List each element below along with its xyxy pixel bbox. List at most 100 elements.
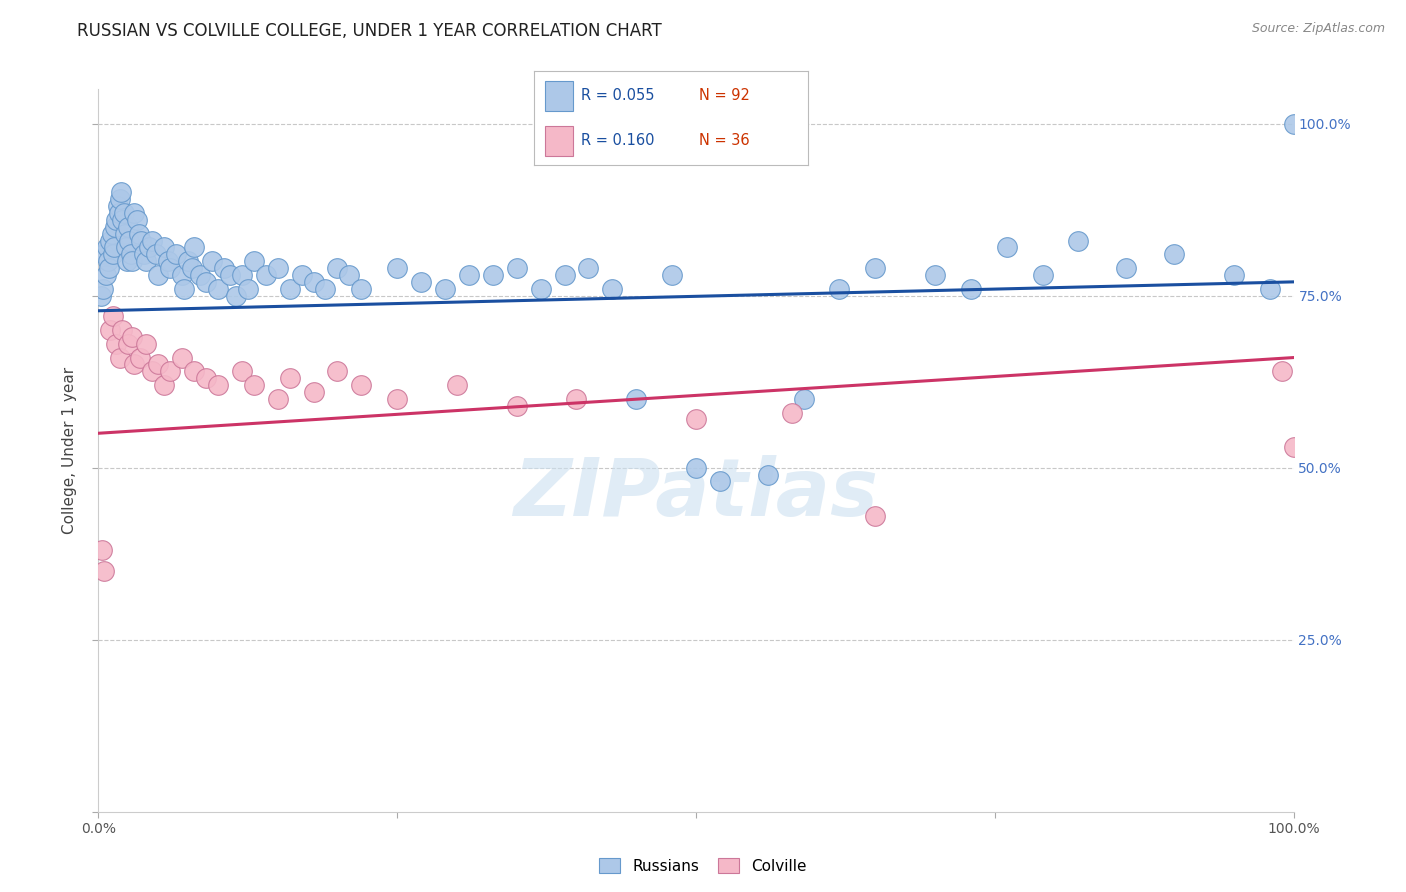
Point bbox=[131, 234, 153, 248]
Point bbox=[159, 261, 181, 276]
Point bbox=[350, 378, 373, 392]
Point bbox=[434, 282, 457, 296]
Point bbox=[626, 392, 648, 406]
Point bbox=[865, 508, 887, 523]
Point bbox=[1282, 440, 1305, 454]
Point bbox=[685, 412, 707, 426]
Point bbox=[1163, 247, 1185, 261]
Point bbox=[924, 268, 946, 282]
Point bbox=[578, 261, 600, 276]
Point bbox=[148, 268, 170, 282]
Text: N = 92: N = 92 bbox=[699, 88, 749, 103]
Point bbox=[602, 282, 624, 296]
Point bbox=[565, 392, 588, 406]
Point bbox=[1115, 261, 1137, 276]
Point bbox=[120, 247, 142, 261]
Point bbox=[111, 323, 134, 337]
Point bbox=[110, 186, 132, 200]
Point bbox=[315, 282, 337, 296]
Point bbox=[243, 378, 266, 392]
Point bbox=[165, 247, 187, 261]
Bar bbox=[546, 126, 572, 156]
Point bbox=[1282, 117, 1305, 131]
Point bbox=[865, 261, 887, 276]
Point bbox=[129, 351, 152, 365]
Point bbox=[709, 475, 731, 489]
Point bbox=[530, 282, 553, 296]
Point bbox=[135, 336, 157, 351]
Point bbox=[195, 371, 218, 385]
Point bbox=[267, 261, 290, 276]
Point bbox=[91, 543, 114, 558]
Point bbox=[180, 261, 202, 276]
Point bbox=[124, 358, 146, 372]
Point bbox=[159, 364, 181, 378]
Text: N = 36: N = 36 bbox=[699, 133, 749, 148]
Point bbox=[326, 261, 349, 276]
Point bbox=[115, 254, 138, 268]
Point bbox=[153, 240, 176, 254]
Point bbox=[960, 282, 983, 296]
Point bbox=[104, 219, 127, 234]
Point bbox=[685, 460, 707, 475]
Point bbox=[236, 282, 259, 296]
Point bbox=[243, 254, 266, 268]
Point bbox=[446, 378, 468, 392]
Point bbox=[100, 227, 122, 241]
Point bbox=[207, 378, 229, 392]
Point bbox=[411, 275, 433, 289]
Point bbox=[125, 213, 148, 227]
Point bbox=[112, 206, 135, 220]
Point bbox=[153, 378, 176, 392]
Point bbox=[118, 234, 141, 248]
Point bbox=[195, 275, 218, 289]
Point bbox=[148, 358, 170, 372]
Point bbox=[94, 268, 117, 282]
Point bbox=[111, 213, 134, 227]
Point bbox=[93, 564, 115, 578]
Point bbox=[124, 206, 146, 220]
Point bbox=[90, 288, 112, 302]
Point bbox=[105, 213, 128, 227]
Point bbox=[291, 268, 314, 282]
Point bbox=[254, 268, 277, 282]
Point bbox=[231, 268, 253, 282]
Point bbox=[93, 247, 115, 261]
Point bbox=[115, 240, 138, 254]
Point bbox=[1223, 268, 1246, 282]
Point bbox=[98, 261, 121, 276]
Point bbox=[141, 364, 163, 378]
Text: RUSSIAN VS COLVILLE COLLEGE, UNDER 1 YEAR CORRELATION CHART: RUSSIAN VS COLVILLE COLLEGE, UNDER 1 YEA… bbox=[77, 22, 662, 40]
Point bbox=[201, 254, 224, 268]
Point bbox=[183, 364, 205, 378]
Point bbox=[212, 261, 235, 276]
Point bbox=[156, 254, 179, 268]
Point bbox=[219, 268, 242, 282]
Point bbox=[96, 240, 118, 254]
Point bbox=[172, 268, 194, 282]
Point bbox=[117, 336, 139, 351]
Legend: Russians, Colville: Russians, Colville bbox=[593, 852, 813, 880]
Point bbox=[108, 351, 131, 365]
Point bbox=[177, 254, 200, 268]
Point bbox=[121, 330, 143, 344]
Point bbox=[117, 219, 139, 234]
Point bbox=[995, 240, 1018, 254]
Point bbox=[173, 282, 195, 296]
Point bbox=[385, 392, 409, 406]
Point bbox=[302, 275, 325, 289]
Point bbox=[103, 240, 125, 254]
Point bbox=[793, 392, 815, 406]
Point bbox=[138, 240, 160, 254]
Point bbox=[302, 384, 325, 399]
Point bbox=[98, 323, 122, 337]
Point bbox=[506, 399, 529, 413]
Point bbox=[121, 254, 143, 268]
Point bbox=[183, 240, 205, 254]
Point bbox=[101, 310, 124, 324]
Point bbox=[97, 254, 120, 268]
Point bbox=[1067, 234, 1090, 248]
Point bbox=[128, 227, 150, 241]
Text: Source: ZipAtlas.com: Source: ZipAtlas.com bbox=[1251, 22, 1385, 36]
Point bbox=[98, 234, 122, 248]
